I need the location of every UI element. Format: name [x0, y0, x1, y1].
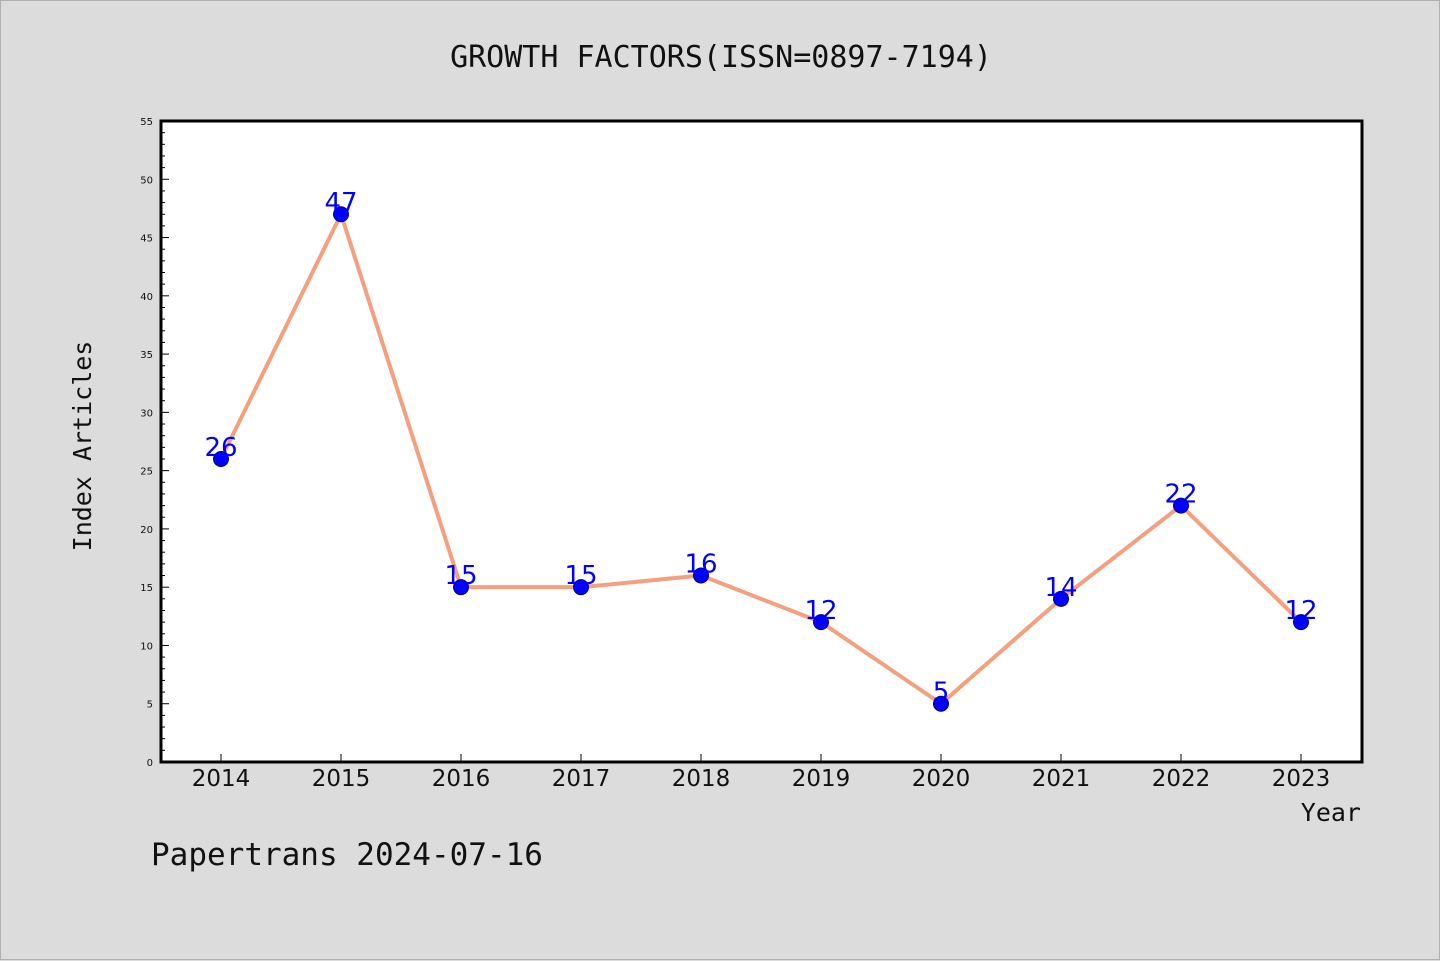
y-tick-label: 45 — [140, 234, 153, 245]
x-tick-label: 2016 — [432, 766, 491, 792]
data-point — [453, 579, 469, 596]
x-tick-label: 2017 — [552, 766, 611, 792]
data-label: 14 — [1044, 573, 1077, 603]
data-point — [333, 206, 349, 223]
data-label: 12 — [804, 596, 837, 626]
data-label: 26 — [204, 433, 237, 463]
footer-credit: Papertrans 2024-07-16 — [151, 837, 543, 873]
y-tick-label: 20 — [140, 525, 153, 536]
y-tick-label: 0 — [147, 758, 153, 769]
y-tick-label: 40 — [140, 292, 153, 303]
x-tick-label: 2018 — [672, 766, 731, 792]
data-point — [213, 450, 229, 467]
y-tick-label: 15 — [140, 583, 153, 594]
data-label: 16 — [684, 550, 717, 580]
data-label: 5 — [933, 678, 950, 708]
y-tick-label: 25 — [140, 467, 153, 478]
x-tick-label: 2014 — [192, 766, 251, 792]
data-label: 47 — [324, 188, 357, 218]
y-axis-label: Index Articles — [68, 341, 97, 552]
x-axis: 2014 2015 2016 2017 2018 2019 2020 2021 2022 2023 — [192, 754, 1331, 792]
data-point — [1293, 614, 1309, 631]
x-tick-label: 2022 — [1152, 766, 1211, 792]
plot-area — [159, 119, 1364, 764]
y-axis: 0 5 10 15 20 25 30 35 40 45 50 55 — [140, 117, 169, 769]
y-tick-label: 55 — [140, 117, 153, 128]
series-layer: 26 47 15 15 16 12 5 14 22 12 — [204, 188, 1318, 712]
data-label: 15 — [444, 561, 477, 591]
x-tick-label: 2020 — [912, 766, 971, 792]
x-tick-label: 2015 — [312, 766, 371, 792]
y-tick-label: 5 — [147, 700, 153, 711]
series-line — [219, 212, 1303, 706]
chart-title: GROWTH FACTORS(ISSN=0897-7194) — [450, 40, 992, 75]
x-tick-label: 2019 — [792, 766, 851, 792]
x-axis-label: Year — [1301, 798, 1361, 827]
y-tick-label: 50 — [140, 175, 153, 186]
data-label: 12 — [1284, 596, 1317, 626]
data-point — [813, 614, 829, 631]
y-tick-label: 30 — [140, 408, 153, 419]
data-label: 15 — [564, 561, 597, 591]
x-tick-label: 2023 — [1272, 766, 1331, 792]
data-point — [1173, 497, 1189, 514]
data-point — [933, 695, 949, 712]
data-label: 22 — [1164, 480, 1197, 510]
y-tick-label: 35 — [140, 350, 153, 361]
y-tick-label: 10 — [140, 641, 153, 652]
data-point — [1053, 590, 1069, 607]
x-tick-label: 2021 — [1032, 766, 1091, 792]
data-point — [573, 579, 589, 596]
data-point — [693, 567, 709, 584]
